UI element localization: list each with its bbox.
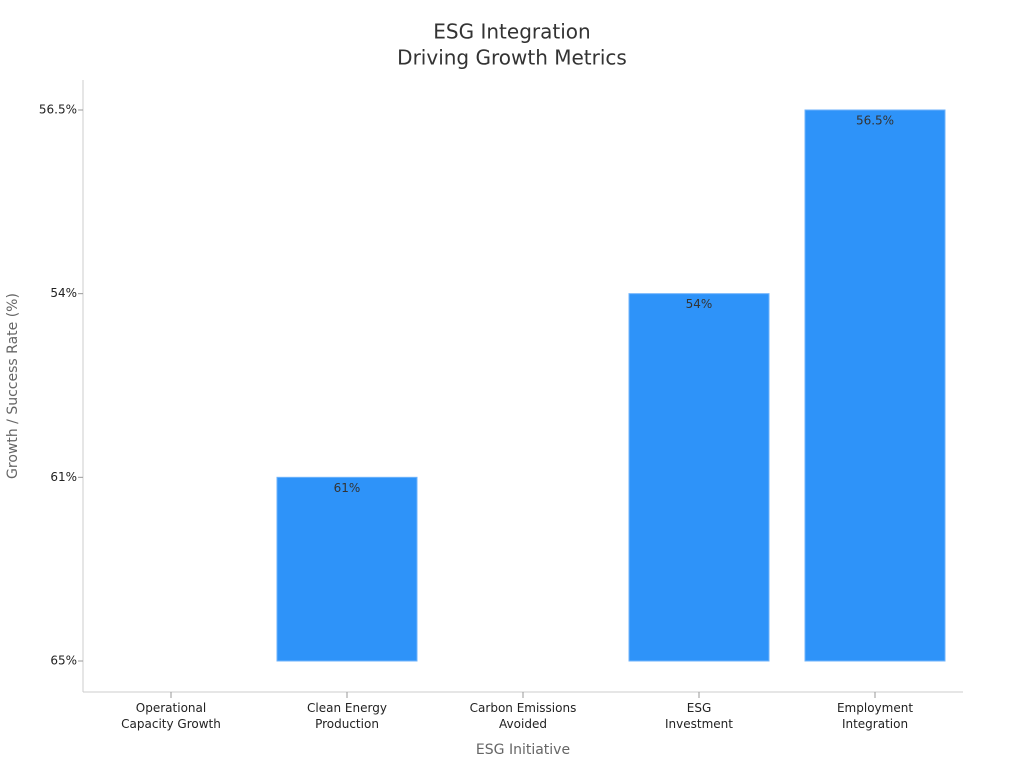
y-tick-label: 61% bbox=[50, 470, 77, 484]
x-tick-label: ESG Investment bbox=[665, 701, 733, 731]
x-tick-label-line: Carbon Emissions bbox=[470, 701, 577, 715]
x-tick-label-line: ESG bbox=[687, 701, 712, 715]
x-tick-label-line: Clean Energy bbox=[307, 701, 387, 715]
x-tick-label-line: Integration bbox=[842, 717, 908, 731]
x-tick-label-line: Investment bbox=[665, 717, 733, 731]
data-label: 56.5% bbox=[856, 113, 894, 127]
x-tick-label-line: Operational bbox=[136, 701, 206, 715]
y-tick-label: 65% bbox=[50, 654, 77, 668]
x-tick-label: Carbon Emissions Avoided bbox=[470, 701, 577, 731]
data-label: 54% bbox=[686, 297, 713, 311]
x-tick-label-line: Avoided bbox=[499, 717, 547, 731]
chart-title: ESG Integration bbox=[433, 20, 590, 44]
x-tick-label: Clean Energy Production bbox=[307, 701, 387, 731]
data-label: 61% bbox=[334, 481, 361, 495]
bar bbox=[804, 109, 946, 662]
y-axis-title: Growth / Success Rate (%) bbox=[5, 293, 21, 479]
x-tick-label-line: Capacity Growth bbox=[121, 717, 221, 731]
bar bbox=[276, 476, 418, 662]
x-tick-label: Operational Capacity Growth bbox=[121, 701, 221, 731]
y-tick-label: 54% bbox=[50, 286, 77, 300]
chart-title: Driving Growth Metrics bbox=[397, 46, 627, 70]
x-tick-label: Employment Integration bbox=[837, 701, 913, 731]
bar bbox=[628, 293, 770, 662]
x-tick-label-line: Employment bbox=[837, 701, 913, 715]
y-tick-label: 56.5% bbox=[39, 102, 77, 116]
x-axis-title: ESG Initiative bbox=[476, 742, 570, 758]
x-tick-label-line: Production bbox=[315, 717, 379, 731]
